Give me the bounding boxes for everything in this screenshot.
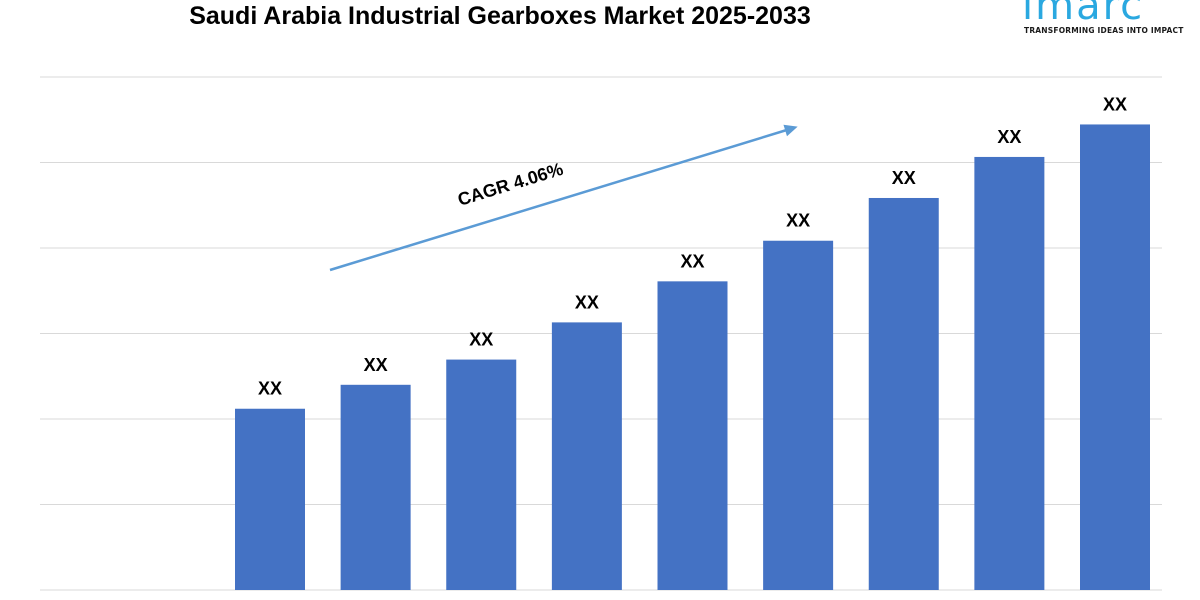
cagr-arrowhead-icon [783, 124, 798, 137]
data-label: XX [786, 211, 810, 231]
imarc-logo: imarc TRANSFORMING IDEAS INTO IMPACT [1018, 0, 1198, 38]
data-label: XX [997, 127, 1021, 147]
bar-2026 [340, 384, 411, 590]
chart-title: Saudi Arabia Industrial Gearboxes Market… [189, 2, 811, 30]
bar-2031 [868, 197, 939, 591]
data-label: XX [258, 379, 282, 399]
data-label: XX [575, 292, 599, 312]
bar-2027 [446, 359, 517, 590]
bar-2032 [974, 156, 1045, 590]
bar-2033 [1080, 124, 1150, 590]
data-label: XX [680, 251, 704, 271]
data-label: XX [1103, 94, 1127, 114]
data-label: XX [469, 330, 493, 350]
logo-wordmark: imarc [1022, 0, 1145, 29]
data-labels: XX XX XX XX XX XX XX XX XX [258, 94, 1127, 398]
data-label: XX [364, 355, 388, 375]
bar-2028 [551, 322, 622, 590]
bar-2029 [657, 281, 728, 590]
bar-2030 [763, 240, 834, 591]
data-label: XX [892, 168, 916, 188]
logo-tagline: TRANSFORMING IDEAS INTO IMPACT [1024, 26, 1184, 35]
bars [235, 124, 1150, 591]
bar-2025 [235, 408, 305, 590]
cagr-arrow [329, 127, 791, 272]
